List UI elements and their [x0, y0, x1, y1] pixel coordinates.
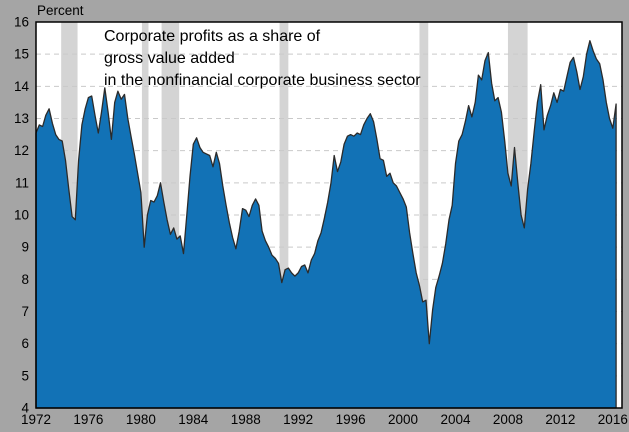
x-tick-label: 2000	[388, 412, 418, 427]
y-tick-label: 10	[14, 208, 29, 223]
chart-title-line: Corporate profits as a share of	[104, 28, 321, 45]
y-tick-label: 12	[14, 143, 29, 158]
x-tick-label: 1996	[336, 412, 366, 427]
x-tick-label: 1992	[283, 412, 313, 427]
x-tick-label: 1984	[178, 412, 209, 427]
y-tick-label: 11	[15, 175, 29, 190]
x-tick-label: 1972	[21, 412, 51, 427]
y-tick-label: 7	[21, 304, 29, 319]
y-tick-label: 16	[14, 15, 29, 30]
x-tick-label: 2012	[545, 412, 575, 427]
x-tick-label: 2016	[598, 412, 628, 427]
x-tick-label: 1976	[73, 412, 103, 427]
y-tick-label: 9	[21, 240, 29, 255]
y-tick-label: 14	[14, 79, 30, 94]
y-tick-label: 8	[21, 272, 29, 287]
plot-frame	[35, 21, 623, 409]
chart-title-line: in the nonfinancial corporate business s…	[104, 72, 421, 89]
y-tick-label: 5	[21, 368, 29, 383]
profits-share-area-series	[35, 40, 617, 409]
y-tick-label: 13	[14, 111, 29, 126]
x-tick-label: 1988	[231, 412, 261, 427]
y-tick-label: 4	[21, 401, 29, 416]
x-tick-label: 1980	[126, 412, 156, 427]
chart-title-line: gross value added	[104, 50, 235, 67]
x-tick-label: 2004	[440, 412, 471, 427]
y-tick-label: 15	[14, 47, 29, 62]
y-tick-label: 6	[21, 336, 29, 351]
x-tick-label: 2008	[493, 412, 523, 427]
unit-label: Percent	[37, 3, 84, 18]
